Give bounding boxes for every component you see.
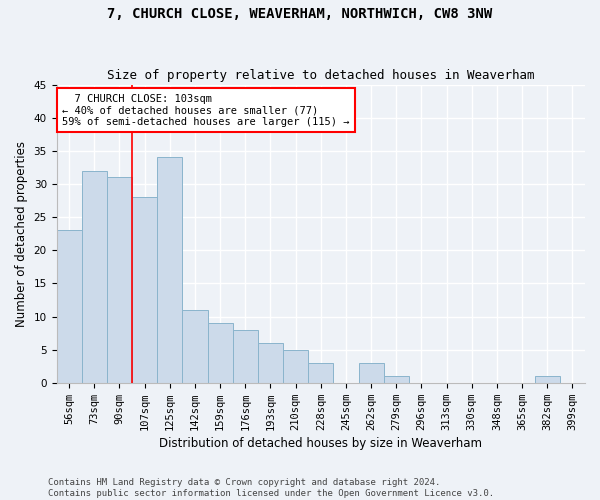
Bar	[157, 158, 182, 383]
Y-axis label: Number of detached properties: Number of detached properties	[15, 140, 28, 326]
Bar	[132, 197, 157, 383]
Bar	[535, 376, 560, 383]
Bar	[383, 376, 409, 383]
Text: 7, CHURCH CLOSE, WEAVERHAM, NORTHWICH, CW8 3NW: 7, CHURCH CLOSE, WEAVERHAM, NORTHWICH, C…	[107, 8, 493, 22]
Bar	[82, 170, 107, 383]
Bar	[233, 330, 258, 383]
Text: Contains HM Land Registry data © Crown copyright and database right 2024.
Contai: Contains HM Land Registry data © Crown c…	[48, 478, 494, 498]
Bar	[283, 350, 308, 383]
X-axis label: Distribution of detached houses by size in Weaverham: Distribution of detached houses by size …	[159, 437, 482, 450]
Bar	[258, 343, 283, 383]
Bar	[208, 323, 233, 383]
Bar	[107, 178, 132, 383]
Bar	[359, 363, 383, 383]
Text: 7 CHURCH CLOSE: 103sqm
← 40% of detached houses are smaller (77)
59% of semi-det: 7 CHURCH CLOSE: 103sqm ← 40% of detached…	[62, 94, 349, 126]
Bar	[56, 230, 82, 383]
Bar	[308, 363, 334, 383]
Bar	[182, 310, 208, 383]
Title: Size of property relative to detached houses in Weaverham: Size of property relative to detached ho…	[107, 69, 535, 82]
